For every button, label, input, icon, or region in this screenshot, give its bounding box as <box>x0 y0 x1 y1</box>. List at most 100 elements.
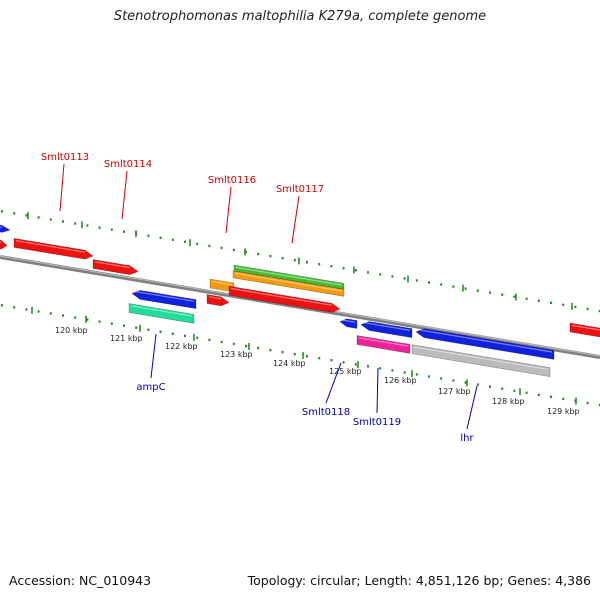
feature-shine-7 <box>208 296 222 300</box>
feature-shine-16 <box>413 346 549 370</box>
scale-label-2: 122 kbp <box>165 342 198 351</box>
scale-labels: 120 kbp 121 kbp 122 kbp 123 kbp 124 kbp 125 k… <box>55 326 580 416</box>
feature-gray-16 <box>411 344 551 378</box>
minor-tick <box>123 230 125 233</box>
minor-tick <box>159 236 162 239</box>
minor-tick <box>367 271 369 274</box>
feature-red-8 <box>228 285 341 313</box>
minor-tick <box>135 326 138 329</box>
minor-tick <box>598 309 600 313</box>
minor-tick <box>62 314 64 317</box>
minor-tick <box>550 301 552 305</box>
minor-tick <box>379 367 382 370</box>
feature-shine-9 <box>571 324 600 331</box>
minor-tick <box>342 267 345 270</box>
minor-tick <box>330 359 333 362</box>
minor-tick <box>476 383 479 386</box>
minor-tick <box>562 397 565 401</box>
minor-tick <box>159 330 162 333</box>
scale-label-1: 121 kbp <box>110 334 143 343</box>
gene-label-Smlt0119: Smlt0119 <box>353 417 401 428</box>
leader-line-Smlt0117 <box>291 195 300 244</box>
minor-tick <box>147 234 150 237</box>
minor-tick <box>537 299 540 303</box>
minor-tick <box>123 324 125 327</box>
minor-tick <box>550 395 552 399</box>
genome-summary-text: Topology: circular; Length: 4,851,126 bp… <box>247 573 591 588</box>
minor-tick <box>257 346 260 350</box>
minor-tick <box>220 340 223 344</box>
minor-tick <box>196 242 199 246</box>
gene-labels: Smlt0113 Smlt0114 Smlt0116 Smlt0117 ampC Smlt… <box>41 152 478 444</box>
minor-tick <box>245 250 247 254</box>
minor-tick <box>220 246 223 250</box>
minor-tick <box>525 391 528 394</box>
feature-shine-10 <box>133 290 195 302</box>
accession-text: Accession: NC_010943 <box>9 573 152 588</box>
minor-tick <box>1 304 3 307</box>
leader-line-ampC <box>150 333 157 379</box>
minor-tick <box>440 283 443 286</box>
minor-tick <box>354 269 357 272</box>
minor-tick <box>62 220 64 223</box>
minor-tick <box>269 348 272 352</box>
feature-red-7 <box>206 294 230 307</box>
leader-line-Smlt0119 <box>376 367 379 414</box>
minor-tick <box>525 297 528 300</box>
minor-tick <box>354 363 357 366</box>
feature-orange-6 <box>232 270 345 297</box>
minor-tick <box>257 252 260 256</box>
feature-shine-15 <box>417 329 553 353</box>
minor-tick <box>13 212 16 215</box>
genome-title: Stenotrophomonas maltophilia K279a, comp… <box>113 9 487 24</box>
minor-tick <box>464 381 467 384</box>
minor-tick <box>37 310 40 313</box>
feature-blue-15 <box>415 328 555 360</box>
minor-tick <box>49 312 52 315</box>
minor-tick <box>171 332 174 336</box>
minor-tick <box>391 369 394 372</box>
minor-tick <box>403 371 406 374</box>
minor-tick <box>110 322 113 325</box>
minor-tick <box>513 295 516 298</box>
minor-tick <box>49 218 52 221</box>
minor-tick <box>184 334 186 338</box>
scale-label-9: 129 kbp <box>547 407 580 416</box>
minor-tick <box>330 265 333 268</box>
feature-shine-2 <box>15 240 86 253</box>
minor-tick <box>428 375 430 378</box>
minor-tick <box>110 228 113 231</box>
feature-teal-11 <box>128 303 195 324</box>
gene-label-Smlt0113: Smlt0113 <box>41 152 89 163</box>
feature-shine-14 <box>358 337 409 347</box>
feature-shine-8 <box>230 287 333 306</box>
minor-tick <box>74 316 77 319</box>
minor-tick <box>25 214 28 217</box>
minor-tick <box>147 328 150 331</box>
minor-tick <box>513 389 516 392</box>
feature-shine-3 <box>94 261 131 269</box>
minor-tick <box>232 248 235 252</box>
minor-tick <box>281 350 284 354</box>
minor-tick <box>403 277 406 280</box>
feature-track <box>0 224 600 378</box>
minor-tick <box>574 305 577 309</box>
backbone-line <box>0 255 600 359</box>
minor-tick <box>489 385 491 388</box>
feature-shine-11 <box>130 305 193 317</box>
minor-tick <box>98 320 101 323</box>
scale-label-5: 125 kbp <box>329 367 362 376</box>
minor-tick <box>86 318 89 321</box>
scale-label-6: 126 kbp <box>384 376 417 385</box>
minor-tick <box>232 342 235 346</box>
feature-blue-13 <box>360 321 413 339</box>
scale-label-8: 128 kbp <box>492 397 525 406</box>
minor-tick <box>598 403 600 407</box>
minor-tick <box>428 281 430 284</box>
minor-tick <box>342 361 345 364</box>
feature-shine-12 <box>341 319 356 323</box>
minor-tick <box>452 379 455 382</box>
minor-tick <box>306 260 308 264</box>
scale-label-4: 124 kbp <box>273 359 306 368</box>
